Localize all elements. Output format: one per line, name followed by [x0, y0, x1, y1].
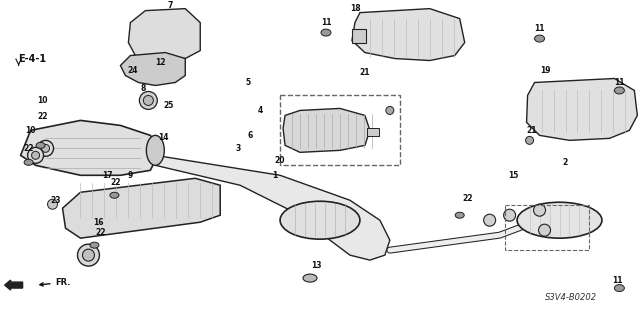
Ellipse shape	[110, 192, 119, 198]
Text: 13: 13	[311, 260, 321, 270]
Text: 2: 2	[562, 158, 567, 167]
Bar	[280, 95, 400, 165]
Polygon shape	[20, 120, 161, 175]
Text: 22: 22	[95, 228, 106, 237]
Text: 3: 3	[236, 144, 241, 153]
Ellipse shape	[517, 202, 602, 238]
Polygon shape	[129, 9, 200, 60]
Polygon shape	[120, 52, 185, 85]
Text: 7: 7	[168, 1, 173, 10]
Circle shape	[386, 107, 394, 115]
Text: 24: 24	[127, 66, 138, 75]
Text: 25: 25	[163, 101, 173, 110]
Text: 12: 12	[155, 58, 166, 67]
Text: 1: 1	[273, 171, 278, 180]
Circle shape	[38, 140, 54, 156]
Bar	[367, 128, 379, 136]
Ellipse shape	[280, 201, 360, 239]
Ellipse shape	[455, 212, 464, 218]
Ellipse shape	[143, 95, 154, 105]
Text: 9: 9	[128, 171, 133, 180]
Text: 23: 23	[51, 196, 61, 205]
Text: FR.: FR.	[40, 278, 71, 287]
Polygon shape	[63, 178, 220, 238]
Text: 22: 22	[463, 194, 473, 203]
Text: E-4-1: E-4-1	[19, 53, 47, 64]
Ellipse shape	[614, 87, 625, 94]
Text: S3V4-B0202: S3V4-B0202	[545, 293, 597, 302]
Text: 11: 11	[614, 78, 625, 87]
Text: 20: 20	[275, 156, 285, 165]
Text: 6: 6	[248, 131, 253, 140]
Circle shape	[504, 209, 516, 221]
Bar	[352, 28, 366, 43]
Ellipse shape	[534, 35, 545, 42]
Text: 4: 4	[257, 106, 263, 115]
Text: 14: 14	[158, 133, 168, 142]
FancyArrow shape	[4, 280, 22, 290]
Circle shape	[31, 151, 40, 159]
Text: 21: 21	[526, 126, 537, 135]
Text: 17: 17	[102, 171, 113, 180]
Polygon shape	[352, 9, 465, 60]
Text: 22: 22	[110, 178, 121, 187]
Bar	[504, 205, 589, 250]
Text: 18: 18	[351, 4, 361, 13]
Ellipse shape	[36, 142, 45, 148]
Circle shape	[538, 224, 550, 236]
Text: 5: 5	[246, 78, 251, 87]
Ellipse shape	[303, 274, 317, 282]
Ellipse shape	[77, 244, 99, 266]
Text: 16: 16	[93, 218, 104, 227]
Text: 19: 19	[540, 66, 551, 75]
Text: 10: 10	[37, 96, 48, 105]
Circle shape	[47, 199, 58, 209]
Text: 22: 22	[37, 112, 48, 121]
Ellipse shape	[321, 29, 331, 36]
Ellipse shape	[140, 92, 157, 109]
Ellipse shape	[147, 135, 164, 165]
Text: 11: 11	[534, 24, 545, 33]
Text: 11: 11	[321, 18, 332, 27]
Polygon shape	[156, 155, 390, 260]
Ellipse shape	[83, 249, 95, 261]
Circle shape	[525, 136, 534, 144]
Ellipse shape	[90, 242, 99, 248]
Text: 22: 22	[23, 144, 34, 153]
Circle shape	[42, 144, 49, 152]
Polygon shape	[283, 108, 370, 152]
Circle shape	[534, 204, 545, 216]
Ellipse shape	[24, 159, 33, 165]
Circle shape	[28, 147, 44, 163]
Text: 10: 10	[26, 126, 36, 135]
Text: 15: 15	[508, 171, 519, 180]
Circle shape	[484, 214, 495, 226]
Text: 11: 11	[612, 276, 623, 284]
Polygon shape	[527, 78, 637, 140]
Text: 8: 8	[141, 84, 146, 93]
Ellipse shape	[614, 284, 625, 292]
Text: 21: 21	[360, 68, 370, 77]
